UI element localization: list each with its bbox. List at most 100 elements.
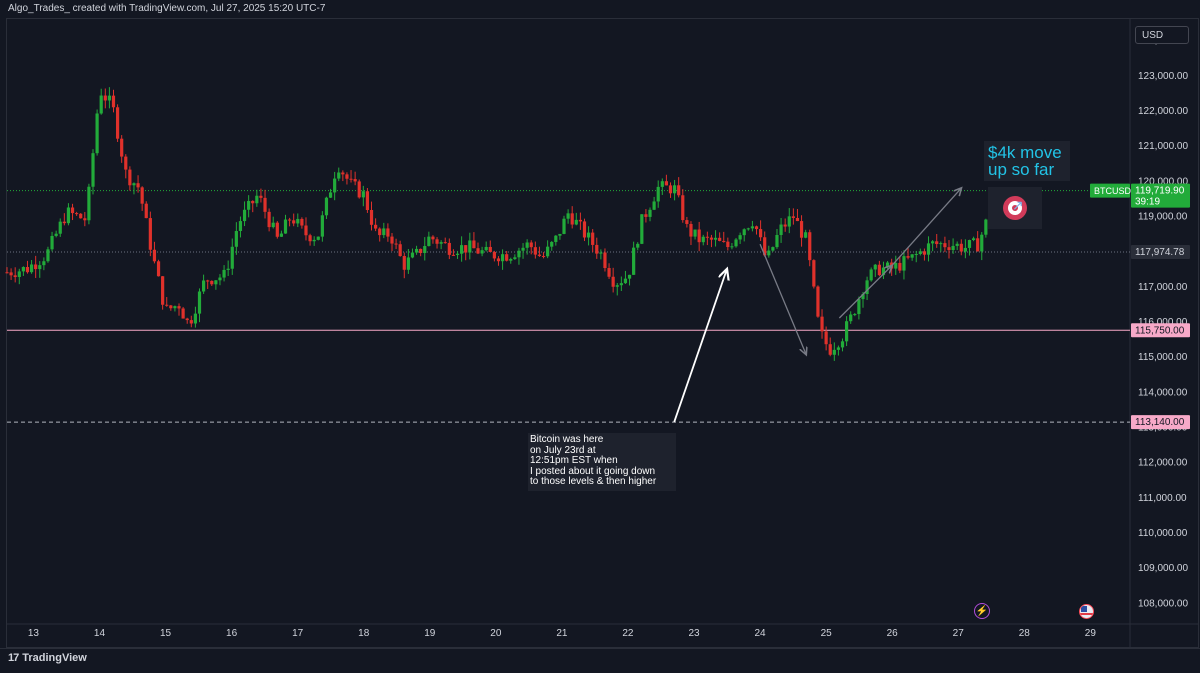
candle-body (971, 238, 976, 241)
candle-body (349, 178, 353, 180)
candle-body (763, 237, 767, 256)
price-tag-bg (1131, 323, 1190, 338)
candle-body (517, 250, 521, 258)
candle-body (849, 314, 853, 322)
candle-body (292, 220, 296, 224)
candle-body (861, 294, 865, 300)
price-tick-label: 109,000.00 (1138, 563, 1188, 574)
candle-body (963, 247, 967, 252)
candle-body (308, 235, 312, 242)
candle-body (279, 233, 284, 237)
candle-body (537, 254, 542, 256)
us-flag-event-icon[interactable] (1079, 604, 1094, 619)
price-tick-label: 112,000.00 (1138, 458, 1188, 469)
price-tick-label: 123,000.00 (1138, 71, 1188, 82)
time-tick-label: 17 (292, 628, 304, 639)
currency-selector[interactable]: USD (1135, 26, 1189, 44)
candle-body (255, 195, 259, 204)
candle-body (689, 223, 693, 237)
chart-grid (7, 19, 1199, 648)
candle-body (210, 280, 214, 285)
candle-body (165, 304, 169, 306)
candle-body (357, 181, 361, 198)
candle-body (603, 252, 607, 269)
tradingview-mark-icon: 17 (8, 652, 19, 664)
candle-body (529, 242, 533, 248)
brand-label: TradingView (22, 652, 87, 664)
candle-body (853, 314, 857, 316)
candle-body (238, 221, 243, 232)
candle-body (783, 224, 787, 227)
candle-body (636, 243, 640, 248)
candle-body (857, 299, 861, 315)
candle-body (120, 138, 124, 157)
candle-body (746, 228, 750, 230)
candle-body (595, 244, 599, 254)
candle-body (378, 228, 382, 236)
candle-body (304, 225, 308, 236)
candle-body (17, 271, 21, 278)
candle-body (435, 239, 439, 244)
candle-body (681, 195, 685, 221)
candle-body (50, 235, 54, 250)
annotation-note[interactable]: Bitcoin was here on July 23rd at 12:51pm… (528, 433, 676, 491)
candle-body (431, 236, 435, 240)
candle-body (226, 268, 230, 270)
candle-body (177, 306, 181, 309)
candle-body (730, 246, 734, 248)
candle-body (21, 267, 25, 272)
candle-body (468, 240, 472, 253)
candle-body (99, 95, 103, 114)
candle-body (935, 241, 939, 245)
candle-body (296, 218, 300, 224)
tradingview-logo[interactable]: 17 TradingView (8, 652, 87, 664)
candle-body (464, 245, 468, 253)
price-tick-label: 122,000.00 (1138, 106, 1188, 117)
candle-body (582, 221, 587, 238)
candle-body (201, 280, 206, 292)
candle-body (562, 218, 566, 234)
price-tick-label: 117,000.00 (1138, 282, 1188, 293)
candle-body (152, 249, 157, 262)
lightning-event-icon[interactable]: ⚡ (974, 603, 990, 619)
price-tag-bg (1131, 183, 1190, 208)
candle-body (939, 243, 943, 245)
annotation-callout[interactable]: $4k move up so far (984, 141, 1070, 181)
candle-body (644, 214, 648, 217)
candle-body (419, 248, 423, 254)
time-tick-label: 16 (226, 628, 238, 639)
candle-body (845, 321, 849, 342)
time-tick-label: 27 (953, 628, 965, 639)
candle-body (259, 195, 263, 198)
candle-body (726, 241, 730, 248)
candle-body (58, 221, 62, 234)
candle-body (263, 197, 267, 212)
candle-body (832, 349, 836, 355)
candle-body (955, 243, 959, 246)
candle-body (812, 260, 816, 287)
candle-body (287, 219, 292, 221)
candle-body (189, 320, 193, 324)
candle-body (91, 153, 95, 187)
top-bar: Algo_Trades_ created with TradingView.co… (0, 0, 1200, 18)
candle-body (300, 218, 304, 226)
candle-body (140, 187, 144, 204)
candle-body (70, 207, 75, 214)
price-tick-label: 121,000.00 (1138, 141, 1188, 152)
candle-body (337, 172, 341, 179)
candle-body (333, 178, 337, 193)
candle-body (873, 264, 877, 270)
price-levels (7, 190, 1130, 423)
candle-body (242, 209, 247, 222)
candle-body (738, 235, 742, 240)
candle-body (271, 222, 275, 228)
candle-body (173, 306, 177, 309)
candle-body (902, 256, 906, 271)
candle-body (627, 274, 632, 279)
symbol-tag-label: BTCUSD (1094, 186, 1132, 196)
candle-body (615, 285, 619, 287)
candle-body (566, 213, 570, 219)
candle-body (705, 236, 709, 238)
candle-body (185, 318, 189, 321)
